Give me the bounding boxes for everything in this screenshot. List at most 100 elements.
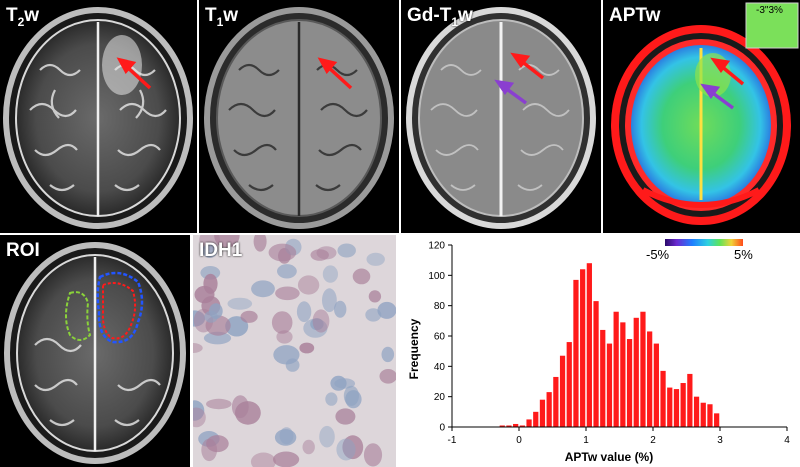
histology-cell: [334, 300, 347, 318]
t2w-brain-image: [3, 7, 193, 229]
histogram-bar: [586, 263, 592, 427]
idh1-panel: IDH1: [193, 235, 396, 467]
histology-cell: [275, 286, 300, 301]
histology-cell: [363, 443, 383, 467]
histology-cell: [203, 331, 232, 345]
histology-cell: [310, 249, 329, 261]
histology-cell: [214, 235, 240, 248]
histogram-bar: [714, 413, 720, 427]
histogram-bar: [593, 301, 599, 427]
histology-cell: [202, 243, 218, 258]
aptw-map-image: [611, 2, 799, 225]
histology-cell: [297, 275, 320, 295]
histogram-bar: [700, 402, 706, 427]
histogram-bar: [640, 311, 646, 427]
y-tick-label: 120: [428, 241, 445, 252]
aptw-inset-label: -3"3%: [756, 5, 783, 16]
y-tick-label: 20: [434, 392, 446, 403]
gd-t1w-red-arrow: [510, 52, 545, 80]
histology-cell: [277, 264, 297, 279]
histology-cell: [193, 343, 203, 353]
histogram-bar: [499, 425, 505, 427]
histogram-bar: [513, 423, 519, 427]
x-tick-label: 1: [583, 435, 589, 446]
histology-cell: [335, 408, 356, 425]
histogram-bar: [660, 370, 666, 427]
histology-cell: [240, 310, 258, 323]
histogram-bar: [539, 399, 546, 427]
histogram-bar: [633, 317, 639, 427]
histology-cell: [193, 400, 205, 421]
histology-cell: [377, 301, 396, 319]
x-tick-label: 2: [650, 435, 656, 446]
y-tick-label: 100: [428, 271, 445, 282]
histology-cell: [193, 407, 206, 428]
t1w-arrow: [317, 57, 353, 90]
histogram-bar: [680, 383, 686, 427]
t2w-arrow: [116, 57, 152, 90]
aptw-colorbar: [665, 239, 743, 246]
histogram-bar: [600, 329, 606, 427]
histology-cell: [253, 235, 267, 252]
histology-cell: [227, 297, 253, 310]
histogram-bar: [580, 269, 586, 427]
histology-cell: [194, 285, 215, 304]
histology-cell: [231, 395, 249, 419]
histology-cell: [250, 452, 276, 467]
aptw-panel: APTw -3"3%: [603, 0, 800, 233]
histology-cell: [273, 345, 300, 365]
histogram-bar: [606, 343, 613, 427]
t1w-brain-image: [204, 7, 394, 229]
colorbar-min-label: -5%: [646, 247, 670, 262]
y-axis-label: Frequency: [407, 318, 421, 379]
histogram-bar: [553, 376, 559, 427]
histology-cell: [343, 385, 359, 406]
y-tick-label: 0: [439, 423, 445, 434]
histology-cell: [273, 451, 300, 467]
idh1-label: IDH1: [199, 240, 243, 261]
histogram-bar: [693, 396, 700, 427]
histology-cell: [337, 243, 356, 258]
histology-cell: [302, 439, 315, 455]
histogram-bar: [566, 342, 572, 427]
x-axis-label: APTw value (%): [565, 450, 653, 464]
t1w-label: T1w: [205, 5, 239, 29]
y-tick-label: 60: [434, 332, 446, 343]
histology-cell: [342, 435, 364, 460]
histology-cell: [368, 290, 382, 303]
histogram-bar: [573, 279, 579, 427]
x-tick-label: 3: [717, 435, 723, 446]
histogram-bar: [546, 392, 552, 427]
histogram-bar: [673, 389, 680, 427]
histology-cell: [322, 265, 338, 283]
x-tick-label: 4: [784, 435, 790, 446]
histogram-bar: [653, 343, 659, 427]
histology-cell: [365, 308, 382, 322]
histology-cell: [296, 301, 312, 323]
aptw-histogram-chart: -5% 5% 0 20 40 60 80 100 120 -1 0 1 2 3 4 Frequency …: [400, 235, 800, 467]
aptw-purple-arrow: [700, 83, 735, 110]
histology-cell: [379, 369, 396, 384]
histology-cell: [381, 346, 395, 363]
gd-t1w-brain-image: [406, 7, 596, 229]
histology-cell: [322, 288, 337, 313]
histology-cell: [206, 398, 232, 410]
gd-t1w-panel: Gd-T1w: [401, 0, 601, 233]
histogram-bar: [647, 331, 653, 427]
idh1-histology-image: [193, 235, 396, 467]
histogram-bar: [526, 419, 532, 427]
histology-cell: [271, 311, 293, 334]
histology-cell: [366, 252, 385, 266]
gd-t1w-label: Gd-T1w: [407, 5, 473, 29]
histogram-bar: [559, 355, 566, 427]
histology-cell: [299, 342, 315, 354]
aptw-red-arrow: [710, 57, 745, 86]
x-tick-label: 0: [516, 435, 522, 446]
histology-cell: [330, 375, 347, 391]
histology-cell: [251, 280, 275, 298]
roi-tumor-inner: [101, 282, 137, 340]
histology-cell: [319, 425, 335, 448]
histogram-bar: [613, 311, 619, 427]
histology-cell: [200, 266, 221, 280]
